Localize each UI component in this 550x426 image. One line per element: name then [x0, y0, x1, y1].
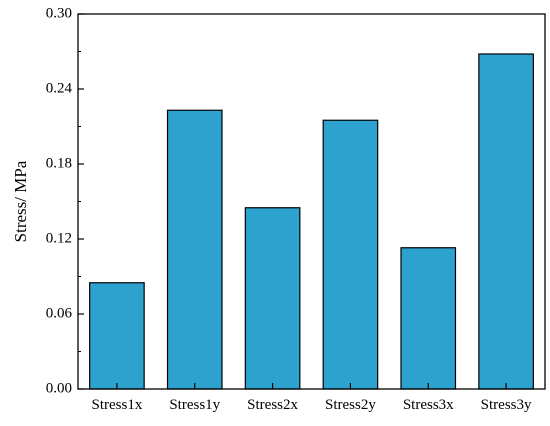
bar-stress1y	[166, 109, 223, 390]
bar-stress3x	[400, 247, 457, 390]
y-tick-label: 0.24	[46, 80, 73, 96]
y-tick-label: 0.00	[46, 380, 72, 396]
bar-stress1x	[89, 282, 145, 390]
y-tick-label: 0.12	[46, 230, 72, 246]
y-tick-label: 0.06	[46, 305, 73, 321]
y-tick-label: 0.30	[46, 5, 72, 21]
x-tick-label: Stress3x	[403, 397, 454, 413]
y-tick-label: 0.18	[46, 155, 72, 171]
bars-group	[89, 53, 534, 390]
y-axis-ticks: 0.00 0.06 0.12 0.18 0.24 0.30	[46, 5, 84, 396]
x-tick-label: Stress1y	[169, 397, 220, 413]
x-tick-label: Stress2x	[247, 397, 298, 413]
x-tick-label: Stress2y	[325, 397, 376, 413]
bar-stress2x	[244, 207, 301, 390]
y-axis-label: Stress/ MPa	[11, 160, 30, 242]
x-tick-label: Stress1x	[91, 397, 142, 413]
plot-frame	[77, 13, 546, 390]
x-tick-label: Stress3y	[481, 397, 532, 413]
x-axis-ticks: Stress1x Stress1y Stress2x Stress2y Stress3x…	[91, 383, 532, 413]
bar-stress3y	[478, 53, 534, 390]
bar-stress2y	[322, 119, 379, 390]
